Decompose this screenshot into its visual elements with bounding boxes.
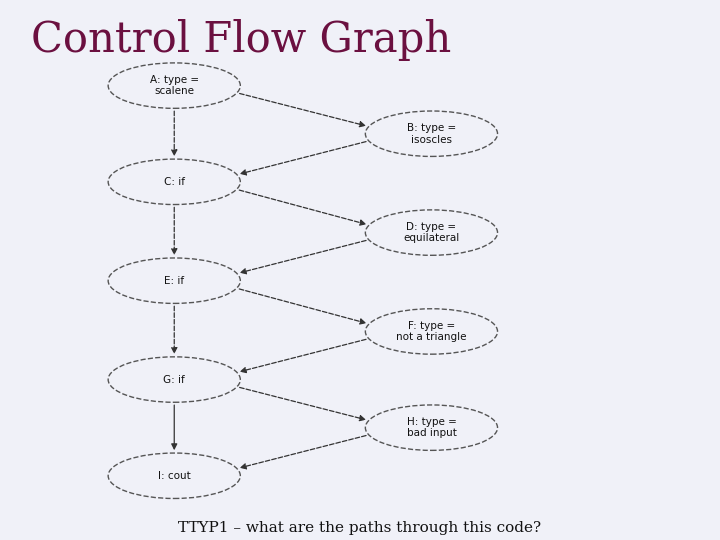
Text: G: if: G: if — [163, 375, 185, 384]
Ellipse shape — [108, 453, 240, 498]
Text: H: type =
bad input: H: type = bad input — [407, 417, 456, 438]
Text: A: type =
scalene: A: type = scalene — [150, 75, 199, 97]
Ellipse shape — [108, 159, 240, 205]
Text: F: type =
not a triangle: F: type = not a triangle — [396, 321, 467, 342]
Text: I: cout: I: cout — [158, 471, 191, 481]
Ellipse shape — [365, 405, 498, 450]
Text: C: if: C: if — [163, 177, 185, 187]
Ellipse shape — [365, 309, 498, 354]
Text: E: if: E: if — [164, 276, 184, 286]
Text: B: type =
isoscles: B: type = isoscles — [407, 123, 456, 145]
Ellipse shape — [365, 210, 498, 255]
Ellipse shape — [108, 258, 240, 303]
Ellipse shape — [365, 111, 498, 157]
Text: Control Flow Graph: Control Flow Graph — [32, 19, 451, 61]
Ellipse shape — [108, 357, 240, 402]
Text: TTYP1 – what are the paths through this code?: TTYP1 – what are the paths through this … — [179, 521, 541, 535]
Text: D: type =
equilateral: D: type = equilateral — [403, 222, 459, 244]
Ellipse shape — [108, 63, 240, 109]
